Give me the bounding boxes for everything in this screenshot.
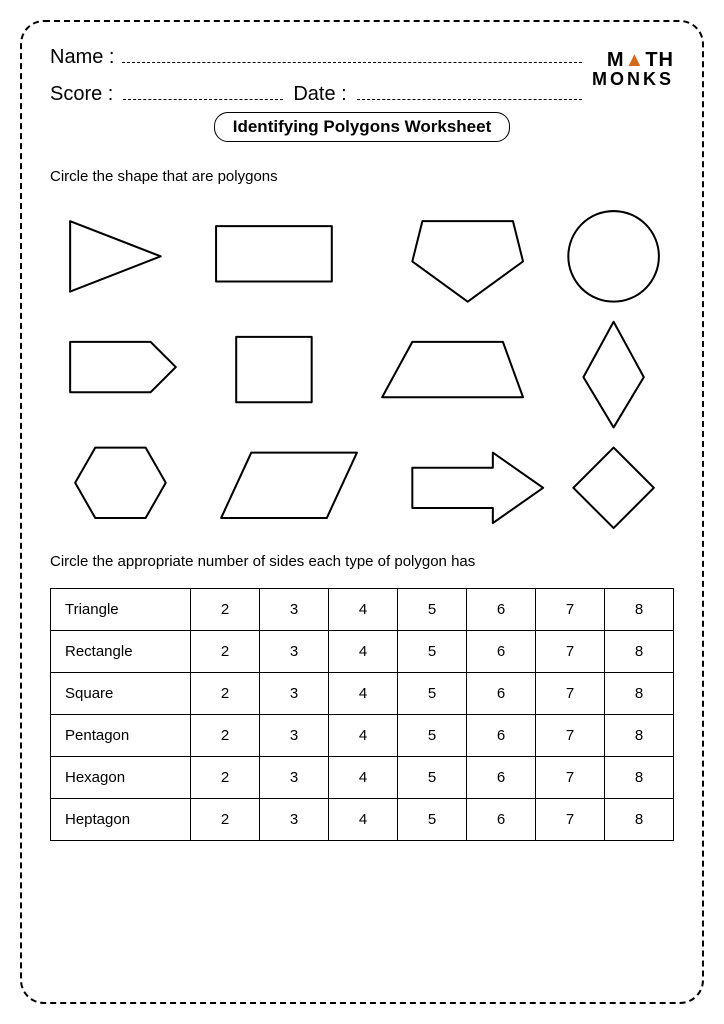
side-option: 7 — [536, 631, 605, 673]
section2-instruction: Circle the appropriate number of sides e… — [50, 553, 674, 570]
name-line — [122, 62, 582, 63]
side-option: 6 — [467, 631, 536, 673]
page: Name : Score : Date : M▲TH MONKS Identif… — [0, 0, 724, 1024]
polygon-label: Rectangle — [51, 631, 191, 673]
side-option: 2 — [191, 673, 260, 715]
side-option: 8 — [605, 631, 674, 673]
side-option: 8 — [605, 715, 674, 757]
table-row: Square2345678 — [51, 673, 674, 715]
date-line — [357, 99, 582, 100]
side-option: 2 — [191, 631, 260, 673]
side-option: 4 — [329, 757, 398, 799]
side-option: 7 — [536, 715, 605, 757]
side-option: 5 — [398, 799, 467, 841]
side-option: 4 — [329, 631, 398, 673]
name-field: Name : — [50, 46, 582, 69]
side-option: 6 — [467, 757, 536, 799]
date-label: Date : — [293, 83, 346, 106]
side-option: 3 — [260, 757, 329, 799]
side-option: 4 — [329, 673, 398, 715]
side-option: 7 — [536, 673, 605, 715]
shape-pentagon-irregular — [412, 221, 523, 302]
side-option: 3 — [260, 589, 329, 631]
side-option: 7 — [536, 799, 605, 841]
shape-circle — [568, 211, 659, 302]
worksheet-title: Identifying Polygons Worksheet — [214, 112, 511, 142]
score-label: Score : — [50, 83, 113, 106]
shape-trapezoid — [382, 342, 523, 397]
sides-table: Triangle2345678Rectangle2345678Square234… — [50, 588, 674, 841]
shape-hexagon — [75, 448, 166, 518]
side-option: 7 — [536, 589, 605, 631]
side-option: 4 — [329, 799, 398, 841]
logo-line2: MONKS — [592, 70, 674, 88]
side-option: 4 — [329, 715, 398, 757]
polygon-label: Heptagon — [51, 799, 191, 841]
sides-table-body: Triangle2345678Rectangle2345678Square234… — [51, 589, 674, 841]
shape-rectangle-wide — [216, 226, 332, 281]
side-option: 3 — [260, 631, 329, 673]
logo-line1: M▲TH — [592, 50, 674, 70]
polygon-label: Hexagon — [51, 757, 191, 799]
table-row: Triangle2345678 — [51, 589, 674, 631]
table-row: Rectangle2345678 — [51, 631, 674, 673]
logo-m: M — [607, 49, 625, 71]
side-option: 6 — [467, 673, 536, 715]
header-fields: Name : Score : Date : — [50, 46, 582, 106]
header: Name : Score : Date : M▲TH MONKS — [50, 46, 674, 106]
side-option: 8 — [605, 673, 674, 715]
side-option: 5 — [398, 673, 467, 715]
side-option: 5 — [398, 715, 467, 757]
side-option: 8 — [605, 589, 674, 631]
side-option: 6 — [467, 715, 536, 757]
brand-logo: M▲TH MONKS — [592, 50, 674, 88]
side-option: 2 — [191, 715, 260, 757]
shape-triangle-right — [70, 221, 161, 291]
side-option: 4 — [329, 589, 398, 631]
side-option: 8 — [605, 757, 674, 799]
side-option: 2 — [191, 757, 260, 799]
score-line — [123, 99, 283, 100]
shapes-area — [50, 201, 674, 543]
title-wrap: Identifying Polygons Worksheet — [50, 112, 674, 142]
side-option: 3 — [260, 715, 329, 757]
side-option: 5 — [398, 631, 467, 673]
score-date-row: Score : Date : — [50, 83, 582, 106]
polygon-label: Square — [51, 673, 191, 715]
shape-kite — [583, 322, 643, 428]
polygon-label: Pentagon — [51, 715, 191, 757]
name-label: Name : — [50, 46, 114, 69]
side-option: 6 — [467, 589, 536, 631]
side-option: 8 — [605, 799, 674, 841]
side-option: 5 — [398, 757, 467, 799]
table-row: Heptagon2345678 — [51, 799, 674, 841]
side-option: 3 — [260, 799, 329, 841]
shapes-svg — [50, 201, 674, 543]
logo-th: TH — [645, 49, 674, 71]
side-option: 6 — [467, 799, 536, 841]
side-option: 7 — [536, 757, 605, 799]
logo-triangle-icon: ▲ — [625, 49, 646, 71]
shape-square — [236, 337, 311, 402]
side-option: 2 — [191, 799, 260, 841]
sides-table-wrap: Triangle2345678Rectangle2345678Square234… — [50, 588, 674, 841]
table-row: Hexagon2345678 — [51, 757, 674, 799]
side-option: 5 — [398, 589, 467, 631]
worksheet-frame: Name : Score : Date : M▲TH MONKS Identif… — [20, 20, 704, 1004]
shape-arrow-block — [412, 453, 543, 523]
table-row: Pentagon2345678 — [51, 715, 674, 757]
side-option: 2 — [191, 589, 260, 631]
shape-arrow-tag — [70, 342, 176, 392]
shape-parallelogram — [221, 453, 357, 518]
polygon-label: Triangle — [51, 589, 191, 631]
shape-diamond — [573, 448, 654, 529]
section1-instruction: Circle the shape that are polygons — [50, 168, 674, 185]
side-option: 3 — [260, 673, 329, 715]
